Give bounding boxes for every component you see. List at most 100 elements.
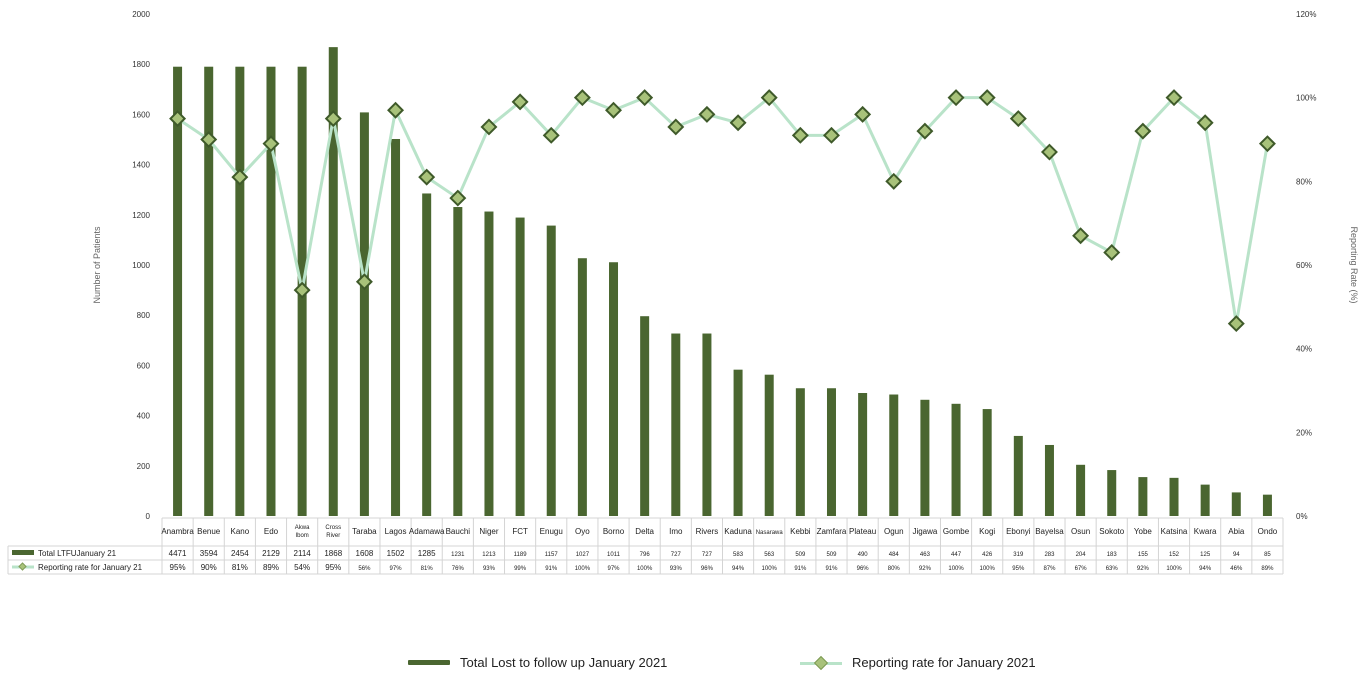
- category-label: Ebonyi: [1006, 527, 1031, 536]
- point-sokoto: [1103, 243, 1121, 261]
- table-cell-rate: 96%: [857, 566, 870, 572]
- category-label: Edo: [264, 527, 279, 536]
- table-cell-rate: 100%: [575, 566, 591, 572]
- legend-bar-swatch: [408, 660, 450, 665]
- point-ogun: [885, 172, 903, 190]
- table-cell-ltfu: 426: [982, 552, 993, 558]
- legend-label-reporting: Reporting rate for January 2021: [852, 655, 1036, 670]
- table-cell-ltfu: 155: [1138, 552, 1149, 558]
- category-label: Sokoto: [1099, 527, 1124, 536]
- table-cell-rate: 93%: [670, 566, 683, 572]
- table-cell-rate: 91%: [794, 566, 807, 572]
- table-cell-ltfu: 4471: [169, 549, 187, 558]
- table-cell-rate: 63%: [1106, 566, 1119, 572]
- table-cell-rate: 81%: [421, 566, 434, 572]
- point-ebonyi: [1009, 110, 1027, 128]
- category-label: River: [326, 533, 340, 539]
- table-cell-ltfu: 563: [764, 552, 775, 558]
- y-tick-label: 400: [137, 412, 151, 421]
- table-cell-ltfu: 490: [858, 552, 869, 558]
- category-label: Gombe: [943, 527, 970, 536]
- table-cell-ltfu: 1231: [451, 552, 465, 558]
- y-tick-label: 0: [146, 512, 151, 521]
- table-cell-ltfu: 447: [951, 552, 962, 558]
- table-cell-ltfu: 1213: [482, 552, 496, 558]
- table-cell-rate: 97%: [390, 566, 403, 572]
- point-delta: [636, 89, 654, 107]
- category-label: Kano: [231, 527, 250, 536]
- bar-osun: [1076, 464, 1086, 516]
- point-gombe: [947, 89, 965, 107]
- point-zamfara: [823, 126, 840, 144]
- point-akwa-ibom: [293, 281, 311, 299]
- bar-taraba: [359, 112, 369, 516]
- y2-tick-label: 40%: [1296, 345, 1312, 354]
- category-label: Kebbi: [790, 527, 811, 536]
- table-cell-rate: 90%: [201, 563, 217, 572]
- table-cell-ltfu: 2454: [231, 549, 249, 558]
- y-axis-title: Number of Patients: [92, 226, 102, 304]
- legend-label-ltfu: Total Lost to follow up January 2021: [460, 655, 668, 670]
- point-fct: [511, 93, 529, 111]
- table-cell-rate: 100%: [762, 566, 778, 572]
- point-enugu: [542, 126, 560, 144]
- point-jigawa: [916, 122, 934, 140]
- table-cell-rate: 100%: [948, 566, 964, 572]
- y2-tick-label: 120%: [1296, 10, 1316, 19]
- table-cell-rate: 99%: [514, 566, 527, 572]
- bar-kogi: [982, 409, 992, 516]
- category-label: Osun: [1071, 527, 1090, 536]
- bar-adamawa: [422, 193, 432, 516]
- point-cross-river: [324, 110, 342, 128]
- table-cell-ltfu: 463: [920, 552, 931, 558]
- y-axis-right: 0% 20% 40% 60% 80% 100% 120%: [1296, 10, 1316, 521]
- bar-lagos: [391, 138, 401, 517]
- table-cell-rate: 97%: [608, 566, 621, 572]
- table-cell-rate: 92%: [919, 566, 932, 572]
- table-cell-ltfu: 319: [1013, 552, 1024, 558]
- category-label: Zamfara: [817, 527, 847, 536]
- category-label: Ondo: [1258, 527, 1278, 536]
- chart: 0 200 400 600 800 1000 1200 1400 1600 1800 2000 0%…: [7, 10, 1359, 575]
- table-cell-ltfu: 125: [1200, 552, 1211, 558]
- category-label: Ogun: [884, 527, 904, 536]
- legend-item-ltfu: Total Lost to follow up January 2021: [408, 655, 667, 670]
- table-row-label-ltfu: Total LTFUJanuary 21: [38, 549, 117, 558]
- line-series: [169, 89, 1276, 333]
- legend-item-reporting: Reporting rate for January 2021: [800, 655, 1036, 670]
- point-benue: [200, 131, 218, 148]
- table-cell-ltfu: 94: [1233, 552, 1240, 558]
- table-cell-ltfu: 1157: [545, 552, 559, 558]
- category-label: Kwara: [1194, 527, 1217, 536]
- bar-enugu: [546, 225, 556, 516]
- table-cell-rate: 95%: [1012, 566, 1025, 572]
- point-kano: [231, 168, 249, 186]
- table-cell-rate: 91%: [825, 566, 838, 572]
- table-cell-ltfu: 509: [795, 552, 806, 558]
- table-cell-ltfu: 3594: [200, 549, 218, 558]
- table-cell-ltfu: 1285: [418, 549, 436, 558]
- point-taraba: [355, 273, 373, 291]
- point-nasarawa: [760, 89, 778, 107]
- table-cell-rate: 80%: [888, 566, 901, 572]
- table-cell-ltfu: 183: [1107, 552, 1118, 558]
- table-cell-rate: 100%: [1166, 566, 1182, 572]
- bar-sokoto: [1107, 470, 1117, 516]
- bar-plateau: [858, 393, 868, 516]
- category-label: Lagos: [385, 527, 407, 536]
- reporting-rate-line: [176, 96, 1269, 326]
- data-table: Anambra Benue Kano Edo Akwa Ibom Cross River Tar…: [7, 517, 1284, 575]
- table-cell-ltfu: 85: [1264, 552, 1271, 558]
- y-tick-label: 200: [137, 462, 151, 471]
- y2-tick-label: 100%: [1296, 94, 1316, 103]
- bar-kaduna: [733, 369, 743, 516]
- table-cell-ltfu: 204: [1076, 552, 1087, 558]
- table-cell-ltfu: 1868: [324, 549, 342, 558]
- table-cell-ltfu: 1502: [387, 549, 405, 558]
- y-tick-label: 600: [137, 361, 151, 370]
- table-cell-rate: 92%: [1137, 566, 1150, 572]
- table-cell-rate: 76%: [452, 566, 465, 572]
- y2-axis-title: Reporting Rate (%): [1349, 226, 1359, 303]
- bar-edo: [266, 66, 276, 517]
- point-plateau: [854, 105, 872, 123]
